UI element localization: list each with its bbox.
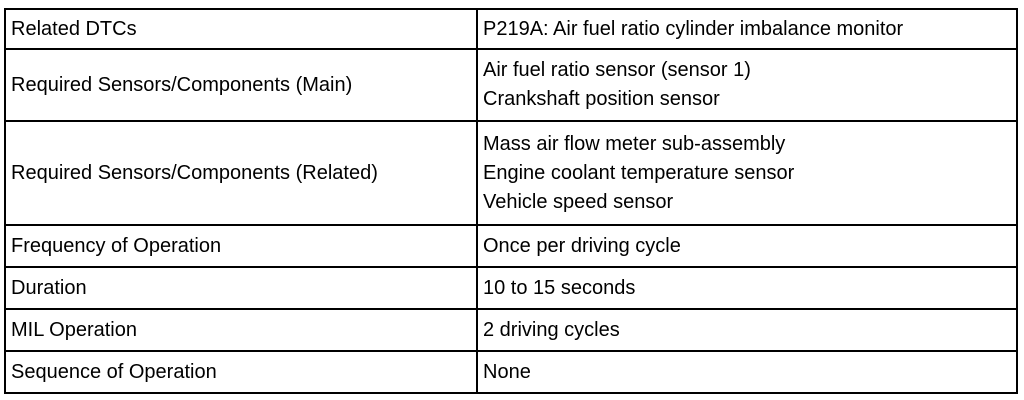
spec-table-container: Related DTCs P219A: Air fuel ratio cylin… (4, 8, 1018, 394)
table-row: Required Sensors/Components (Main) Air f… (4, 48, 1018, 122)
row-label: Related DTCs (4, 8, 478, 50)
monitor-spec-table: Related DTCs P219A: Air fuel ratio cylin… (4, 8, 1018, 394)
table-row: Related DTCs P219A: Air fuel ratio cylin… (4, 8, 1018, 50)
table-row: Duration 10 to 15 seconds (4, 266, 1018, 310)
value-line: None (483, 360, 531, 383)
value-line: 2 driving cycles (483, 318, 620, 341)
value-line: Air fuel ratio sensor (sensor 1) (483, 59, 751, 81)
value-line: Once per driving cycle (483, 234, 681, 257)
row-value: P219A: Air fuel ratio cylinder imbalance… (476, 8, 1018, 50)
value-line: Vehicle speed sensor (483, 190, 674, 213)
row-label: Required Sensors/Components (Related) (4, 120, 478, 226)
value-line: Mass air flow meter sub-assembly (483, 132, 786, 155)
row-value: Mass air flow meter sub-assembly Engine … (476, 120, 1018, 226)
value-line: Crankshaft position sensor (483, 88, 720, 110)
row-value: 2 driving cycles (476, 308, 1018, 352)
row-label: MIL Operation (4, 308, 478, 352)
row-label: Frequency of Operation (4, 224, 478, 268)
row-label: Duration (4, 266, 478, 310)
row-value: Air fuel ratio sensor (sensor 1) Cranksh… (476, 48, 1018, 122)
table-row: MIL Operation 2 driving cycles (4, 308, 1018, 352)
table-row: Frequency of Operation Once per driving … (4, 224, 1018, 268)
value-line: P219A: Air fuel ratio cylinder imbalance… (483, 17, 904, 40)
table-row: Required Sensors/Components (Related) Ma… (4, 120, 1018, 226)
row-label: Required Sensors/Components (Main) (4, 48, 478, 122)
row-label: Sequence of Operation (4, 350, 478, 394)
row-value: Once per driving cycle (476, 224, 1018, 268)
value-line: Engine coolant temperature sensor (483, 161, 795, 184)
row-value: None (476, 350, 1018, 394)
row-value: 10 to 15 seconds (476, 266, 1018, 310)
table-row: Sequence of Operation None (4, 350, 1018, 394)
value-line: 10 to 15 seconds (483, 276, 636, 299)
